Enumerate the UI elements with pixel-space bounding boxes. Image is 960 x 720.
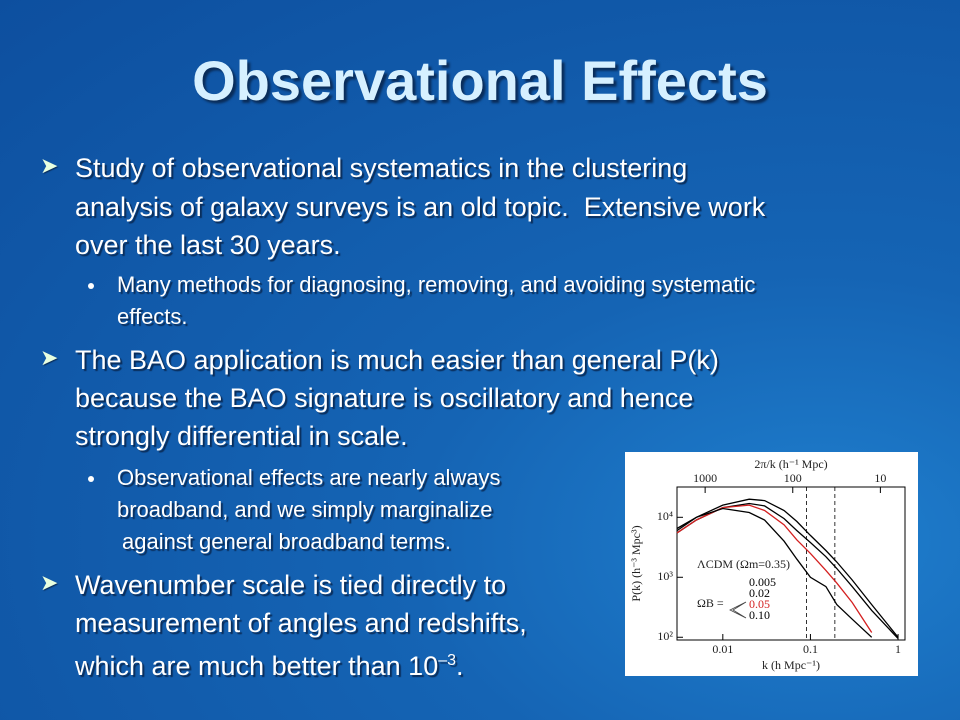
top-tick-label: 1000 — [693, 471, 717, 485]
sub-bullet-dot — [88, 476, 94, 482]
top-tick-label: 100 — [784, 471, 802, 485]
slide-title: Observational Effects — [192, 49, 768, 112]
y-tick-label: 10⁴ — [657, 509, 673, 523]
chart: 0.01 0.1 1 10² 10³ 10⁴ 1000 100 10 k (h Mpc⁻¹) 2π/… — [625, 452, 918, 676]
legend-brace — [729, 601, 747, 619]
model-label: ΛCDM (Ωm=0.35) — [697, 557, 790, 571]
bullet-arrow: ➤ — [40, 345, 59, 370]
legend-title: ΩB = — [697, 596, 724, 610]
legend-label: 0.05 — [749, 597, 770, 611]
sub-bullet-line: against general broadband terms. — [122, 529, 451, 554]
bullet-line: measurement of angles and redshifts, — [75, 608, 527, 638]
bullet-line: Wavenumber scale is tied directly to — [75, 570, 507, 600]
bullet-line: because the BAO signature is oscillatory… — [75, 383, 694, 413]
bullet-line: The BAO application is much easier than … — [75, 345, 719, 375]
y-tick-label: 10³ — [657, 569, 673, 583]
bullet-arrow: ➤ — [40, 570, 59, 595]
x-axis-title: k (h Mpc⁻¹) — [762, 658, 820, 672]
superscript: –3 — [438, 652, 457, 669]
bullet-arrow: ➤ — [40, 153, 59, 178]
sub-bullet-line: Many methods for diagnosing, removing, a… — [117, 272, 756, 297]
bullet-line: strongly differential in scale. — [75, 421, 408, 451]
bullet-line: analysis of galaxy surveys is an old top… — [75, 192, 766, 222]
bullet-line: over the last 30 years. — [75, 230, 341, 260]
bullet-line: Study of observational systematics in th… — [75, 153, 688, 183]
series-line — [676, 507, 873, 638]
bullet-text: which are much better than 10 — [75, 651, 439, 681]
plot-frame — [676, 486, 906, 641]
sub-bullet-line: Observational effects are nearly always — [117, 465, 501, 490]
y-axis-title: P(k) (h⁻³ Mpc³) — [629, 525, 643, 601]
y-tick-label: 10² — [657, 629, 673, 643]
x-tick-label: 1 — [895, 642, 901, 656]
bullet-text: . — [456, 651, 464, 681]
sub-bullet-line: broadband, and we simply marginalize — [117, 497, 493, 522]
legend-label: 0.005 — [749, 575, 776, 589]
x-tick-label: 0.1 — [803, 642, 818, 656]
top-tick-label: 10 — [874, 471, 886, 485]
bullet-line: which are much better than 10–3. — [75, 643, 464, 684]
series-line — [676, 498, 899, 638]
x-tick-label: 0.01 — [712, 642, 733, 656]
top-axis-title: 2π/k (h⁻¹ Mpc) — [754, 457, 827, 471]
sub-bullet-dot — [88, 283, 94, 289]
chart-background — [625, 452, 918, 676]
legend-label: 0.02 — [749, 586, 770, 600]
sub-bullet-line: effects. — [117, 304, 188, 329]
legend-label: 0.10 — [749, 608, 770, 622]
